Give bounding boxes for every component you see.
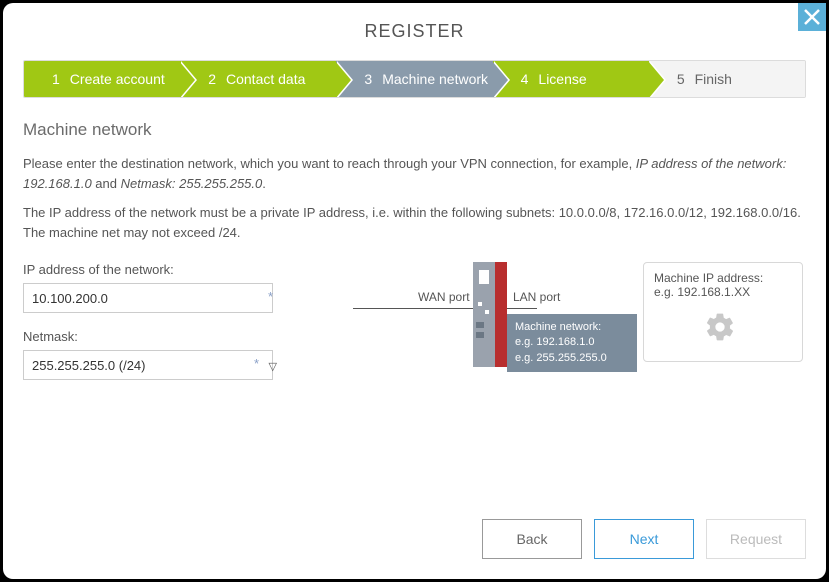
close-icon: [802, 7, 822, 27]
step-num: 5: [677, 71, 685, 87]
wan-port-label: WAN port: [418, 290, 470, 304]
instructions-2: The IP address of the network must be a …: [23, 203, 806, 242]
netbox-title: Machine network:: [515, 320, 629, 335]
network-diagram: WAN port LAN port Machine network: e.g. …: [313, 262, 806, 402]
ip-label: IP address of the network:: [23, 262, 283, 277]
netbox-line: e.g. 255.255.255.0: [515, 351, 629, 366]
text: .: [262, 176, 266, 191]
lan-port-label: LAN port: [513, 290, 560, 304]
register-panel: REGISTER 1 Create account 2 Contact data…: [3, 3, 826, 579]
step-license[interactable]: 4 License: [493, 61, 649, 97]
button-row: Back Next Request: [482, 519, 806, 559]
step-label: Machine network: [382, 71, 488, 87]
machine-ip-box: Machine IP address: e.g. 192.168.1.XX: [643, 262, 803, 362]
ipbox-title: Machine IP address:: [654, 271, 792, 285]
wan-line: [353, 308, 473, 309]
step-label: Finish: [695, 71, 732, 87]
step-num: 3: [364, 71, 372, 87]
step-label: Contact data: [226, 71, 305, 87]
gear-icon: [704, 311, 736, 346]
netmask-label: Netmask:: [23, 329, 283, 344]
form-column: IP address of the network: * Netmask: * …: [23, 262, 283, 396]
section-heading: Machine network: [23, 120, 806, 140]
step-machine-network[interactable]: 3 Machine network: [336, 61, 492, 97]
text: Please enter the destination network, wh…: [23, 156, 636, 171]
text-em: Netmask: 255.255.255.0: [121, 176, 263, 191]
wizard-steps: 1 Create account 2 Contact data 3 Machin…: [23, 60, 806, 98]
page-title: REGISTER: [23, 21, 806, 42]
back-button[interactable]: Back: [482, 519, 582, 559]
step-finish[interactable]: 5 Finish: [649, 61, 805, 97]
next-button[interactable]: Next: [594, 519, 694, 559]
step-label: Create account: [70, 71, 165, 87]
ip-input[interactable]: [23, 283, 273, 313]
text: and: [92, 176, 121, 191]
step-create-account[interactable]: 1 Create account: [24, 61, 180, 97]
instructions-1: Please enter the destination network, wh…: [23, 154, 806, 193]
step-label: License: [538, 71, 586, 87]
step-num: 4: [521, 71, 529, 87]
netbox-line: e.g. 192.168.1.0: [515, 335, 629, 350]
netmask-select[interactable]: [23, 350, 273, 380]
ipbox-line: e.g. 192.168.1.XX: [654, 285, 792, 299]
step-num: 1: [52, 71, 60, 87]
machine-network-box: Machine network: e.g. 192.168.1.0 e.g. 2…: [507, 314, 637, 372]
step-num: 2: [208, 71, 216, 87]
device-icon: [473, 262, 507, 367]
request-button: Request: [706, 519, 806, 559]
lan-line: [507, 308, 537, 309]
close-button[interactable]: [798, 3, 826, 31]
step-contact-data[interactable]: 2 Contact data: [180, 61, 336, 97]
